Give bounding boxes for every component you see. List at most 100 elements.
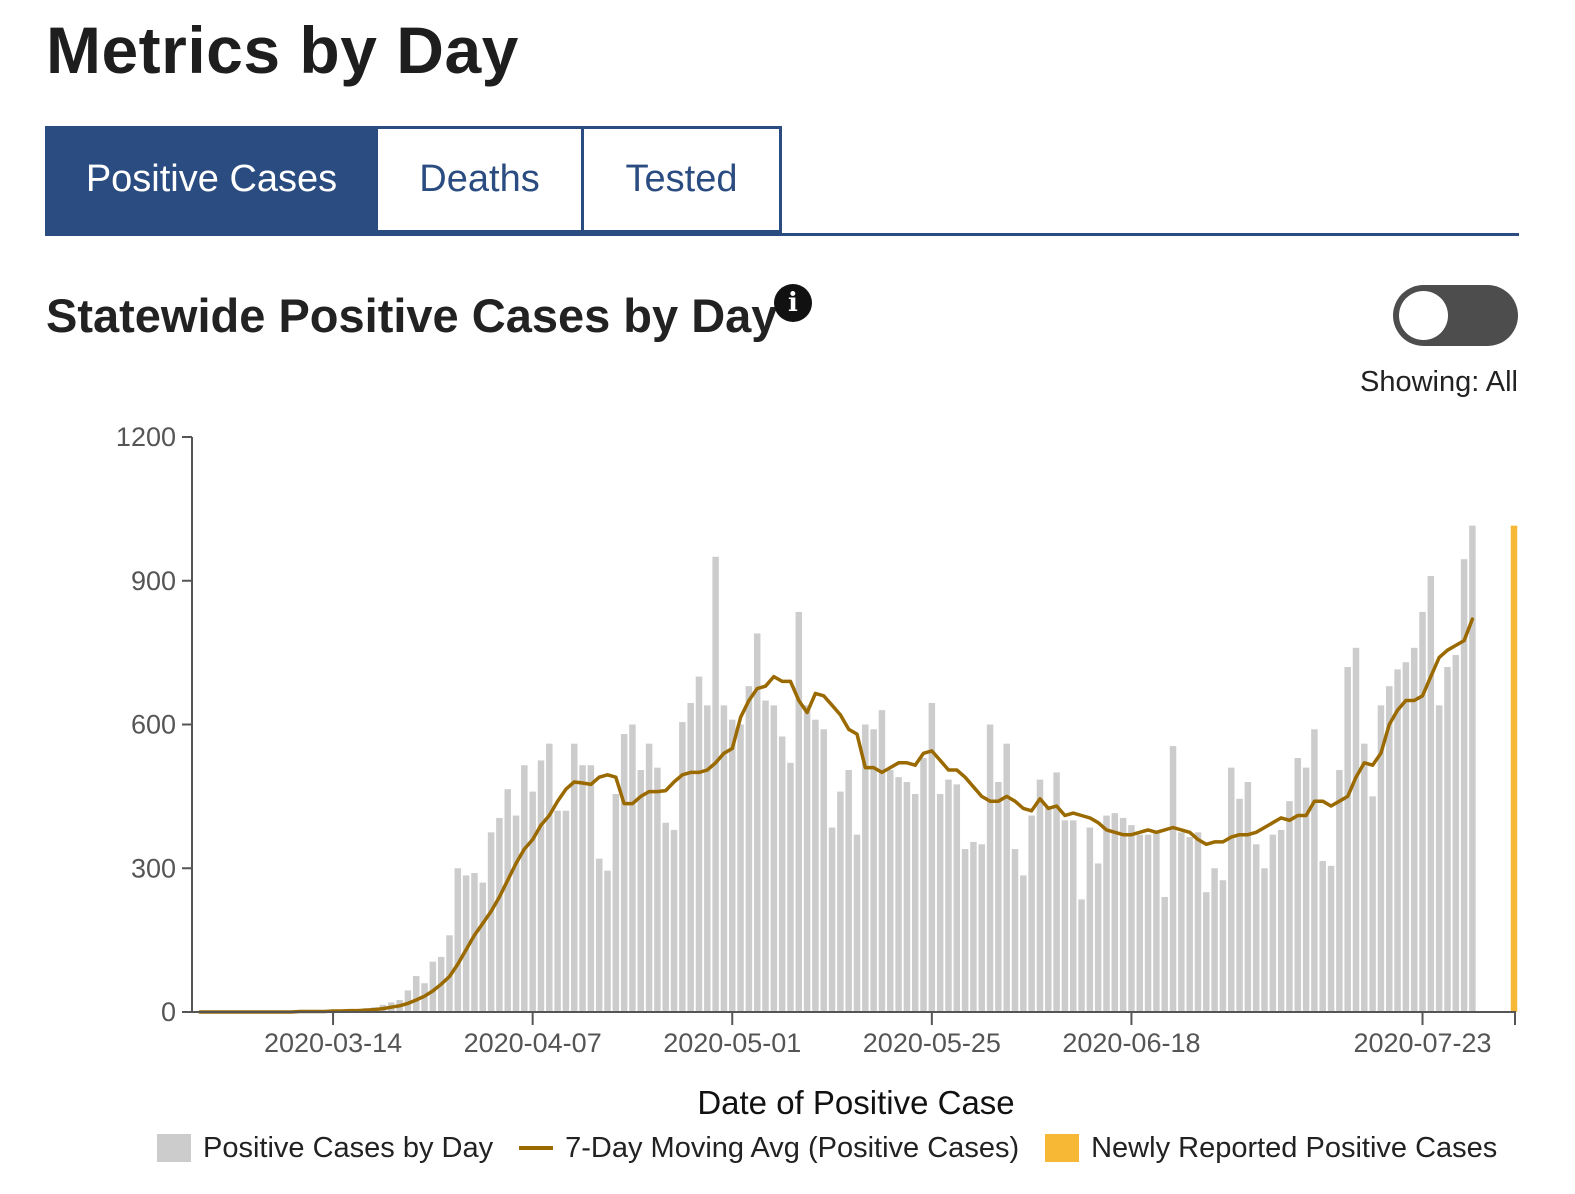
case-bar	[504, 789, 511, 1012]
case-bar	[454, 868, 462, 1012]
case-bar	[1327, 865, 1335, 1012]
case-bar	[1386, 686, 1393, 1012]
case-bar	[645, 743, 653, 1012]
case-bar	[762, 700, 769, 1012]
case-bar	[1211, 868, 1218, 1012]
case-bar	[537, 760, 545, 1012]
case-bar	[587, 765, 595, 1012]
case-bar	[1103, 815, 1110, 1012]
tab-positive-cases[interactable]: Positive Cases	[45, 126, 378, 233]
case-bar	[995, 782, 1002, 1012]
case-bar	[920, 758, 927, 1012]
legend-item-newly-reported[interactable]: Newly Reported Positive Cases	[1045, 1132, 1497, 1165]
case-bar	[1136, 834, 1144, 1012]
case-bar	[1186, 837, 1193, 1012]
case-bar	[637, 770, 645, 1012]
tabs-divider	[45, 233, 1519, 236]
case-bar	[887, 770, 894, 1012]
legend-item-moving-avg[interactable]: 7-Day Moving Avg (Positive Cases)	[519, 1132, 1019, 1165]
case-bar	[1086, 827, 1094, 1012]
case-bar	[1469, 525, 1476, 1012]
view-toggle[interactable]	[1393, 285, 1518, 346]
chart-legend: Positive Cases by Day 7-Day Moving Avg (…	[157, 1128, 1523, 1168]
case-bar	[1178, 832, 1185, 1012]
case-bar	[479, 882, 487, 1012]
tab-deaths[interactable]: Deaths	[375, 126, 584, 233]
case-bar	[853, 834, 861, 1012]
y-tick-label: 300	[131, 853, 176, 883]
cases-chart: 0 300 600 900 1200 2020-03-14 2020-04-07 2020-0…	[116, 422, 1518, 1120]
case-bar	[1410, 647, 1418, 1012]
case-bar	[1435, 705, 1443, 1012]
case-bar	[1045, 805, 1052, 1012]
legend-label-cases: Positive Cases by Day	[203, 1131, 494, 1164]
case-bar	[1369, 796, 1376, 1012]
case-bar	[1444, 667, 1451, 1012]
y-tick-label: 900	[131, 566, 176, 596]
legend-item-cases[interactable]: Positive Cases by Day	[157, 1132, 493, 1165]
case-bar	[662, 822, 669, 1012]
case-bar	[936, 793, 944, 1012]
case-bar	[1194, 832, 1202, 1012]
case-bar	[729, 719, 736, 1012]
case-bar	[1244, 782, 1252, 1012]
legend-swatch-cases	[157, 1134, 191, 1162]
case-bar	[895, 777, 902, 1012]
legend-swatch-newly-reported	[1045, 1134, 1080, 1162]
case-bar	[1236, 798, 1243, 1012]
case-bar	[1336, 770, 1343, 1012]
case-bar	[1094, 863, 1102, 1012]
case-bar	[462, 875, 470, 1012]
case-bar	[1028, 815, 1035, 1012]
case-bar	[953, 784, 961, 1012]
case-bar	[1169, 746, 1177, 1012]
case-bar	[1153, 832, 1160, 1012]
metric-tabs: Positive Cases Deaths Tested	[45, 126, 1519, 236]
case-bar	[1377, 705, 1385, 1012]
case-bar	[579, 765, 586, 1012]
case-bar	[1402, 662, 1410, 1012]
case-bar	[1203, 892, 1210, 1012]
case-bar	[787, 762, 794, 1012]
case-bar	[570, 743, 578, 1012]
case-bar	[404, 990, 412, 1012]
case-bar	[670, 829, 678, 1012]
case-bar	[546, 743, 553, 1012]
case-bar	[679, 722, 686, 1012]
case-bar	[604, 870, 611, 1012]
case-bar	[1011, 849, 1019, 1012]
x-tick-label: 2020-06-18	[1062, 1028, 1200, 1058]
case-bar	[512, 815, 520, 1012]
case-bar	[704, 705, 711, 1012]
case-bar	[961, 849, 969, 1012]
case-bar	[1128, 825, 1135, 1012]
case-bar	[928, 702, 936, 1012]
moving-avg-line	[198, 617, 1475, 1014]
case-bar	[795, 611, 803, 1012]
x-tick-label: 2020-07-23	[1353, 1028, 1491, 1058]
case-bar	[812, 719, 819, 1012]
case-bar	[629, 724, 636, 1012]
case-bar	[720, 705, 728, 1012]
legend-label-moving-avg: 7-Day Moving Avg (Positive Cases)	[565, 1131, 1020, 1164]
page-title: Metrics by Day	[46, 13, 519, 87]
tab-tested[interactable]: Tested	[581, 126, 782, 233]
legend-label-newly-reported: Newly Reported Positive Cases	[1091, 1131, 1498, 1164]
info-icon[interactable]: i	[774, 284, 812, 322]
case-bar	[695, 676, 703, 1012]
case-bar	[554, 810, 561, 1012]
case-bar	[1061, 820, 1069, 1012]
case-bar	[1053, 772, 1060, 1012]
chart-title: Statewide Positive Cases by Day	[46, 289, 778, 342]
case-bar	[1020, 875, 1027, 1012]
case-bar	[1219, 880, 1227, 1012]
case-bar	[845, 770, 852, 1012]
case-bar	[1286, 801, 1293, 1012]
case-bar	[970, 841, 977, 1012]
bars-layer	[296, 525, 1518, 1012]
case-bar	[1319, 861, 1326, 1012]
case-bar	[1003, 743, 1010, 1012]
case-bar	[1261, 868, 1268, 1012]
case-bar	[870, 729, 877, 1012]
y-tick-label: 600	[131, 710, 176, 740]
